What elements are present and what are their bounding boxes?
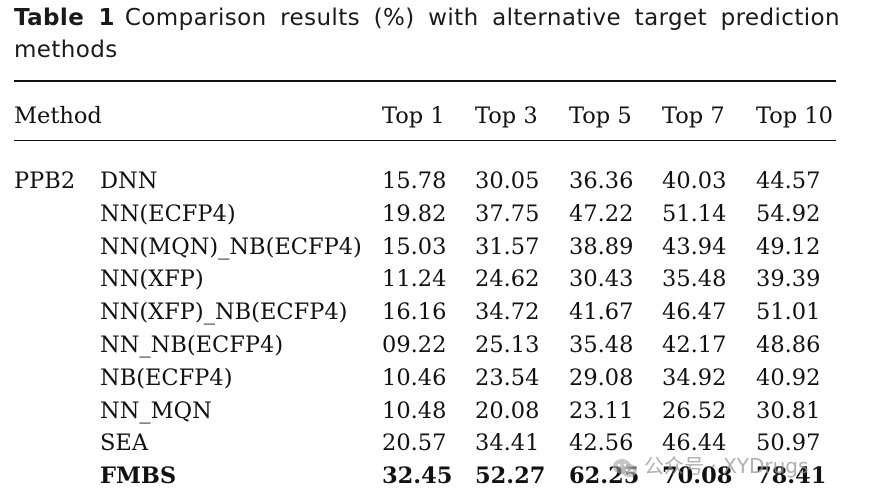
method-name: NN_MQN bbox=[100, 397, 212, 424]
cell-top5: 29.08 bbox=[569, 364, 634, 391]
method-name: FMBS bbox=[100, 463, 177, 490]
wechat-icon bbox=[613, 458, 637, 477]
method-name: SEA bbox=[100, 430, 149, 457]
method-name: NB(ECFP4) bbox=[100, 364, 233, 391]
method-name: NN(XFP) bbox=[100, 266, 204, 293]
table-title: Comparison results (%) with alternative … bbox=[14, 5, 840, 63]
cell-top3: 34.72 bbox=[475, 299, 540, 326]
cell-top3: 31.57 bbox=[475, 233, 540, 260]
watermark-text: 公众号 · XYDrugs bbox=[644, 454, 809, 478]
table-row: NN(ECFP4) 19.82 37.75 47.22 51.14 54.92 bbox=[0, 198, 870, 230]
cell-top1: 19.82 bbox=[382, 200, 447, 227]
cell-top7: 46.47 bbox=[662, 299, 727, 326]
cell-top1: 10.46 bbox=[382, 364, 447, 391]
cell-top1: 15.03 bbox=[382, 233, 447, 260]
group-label: PPB2 bbox=[14, 168, 76, 194]
header-method: Method bbox=[14, 103, 102, 129]
table-row: NN(MQN)_NB(ECFP4) 15.03 31.57 38.89 43.94 49.… bbox=[0, 231, 870, 263]
cell-top3: 34.41 bbox=[475, 430, 540, 457]
cell-top3: 52.27 bbox=[475, 463, 546, 490]
cell-top7: 43.94 bbox=[662, 233, 727, 260]
cell-top10: 50.97 bbox=[756, 430, 821, 457]
cell-top3: 37.75 bbox=[475, 200, 540, 227]
cell-top5: 38.89 bbox=[569, 233, 634, 260]
cell-top10: 48.86 bbox=[756, 332, 821, 358]
cell-top5: 35.48 bbox=[569, 332, 634, 358]
cell-top10: 51.01 bbox=[756, 299, 821, 326]
cell-top5: 36.36 bbox=[569, 168, 634, 194]
cell-top5: 41.67 bbox=[569, 299, 634, 326]
table-row: PPB2 DNN 15.78 30.05 36.36 40.03 44.57 bbox=[0, 165, 870, 197]
cell-top7: 46.44 bbox=[662, 430, 727, 457]
cell-top7: 70.08 bbox=[662, 463, 733, 490]
header-top7: Top 7 bbox=[662, 103, 725, 129]
cell-top1: 16.16 bbox=[382, 299, 447, 326]
cell-top7: 26.52 bbox=[662, 397, 727, 424]
cell-top3: 23.54 bbox=[475, 364, 540, 391]
cell-top10: 54.92 bbox=[756, 200, 821, 227]
cell-top10: 39.39 bbox=[756, 266, 821, 293]
cell-top5: 30.43 bbox=[569, 266, 634, 293]
table-row: NN_MQN 10.48 20.08 23.11 26.52 30.81 bbox=[0, 395, 870, 427]
method-name: NN(XFP)_NB(ECFP4) bbox=[100, 299, 348, 326]
table-row: FMBS 32.45 52.27 62.25 70.08 78.41 bbox=[0, 460, 870, 492]
cell-top3: 30.05 bbox=[475, 168, 540, 194]
top-rule bbox=[14, 80, 836, 82]
table-row: NN(XFP) 11.24 24.62 30.43 35.48 39.39 bbox=[0, 263, 870, 295]
cell-top1: 15.78 bbox=[382, 168, 447, 194]
table-row: NB(ECFP4) 10.46 23.54 29.08 34.92 40.92 bbox=[0, 362, 870, 394]
table-row: SEA 20.57 34.41 42.56 46.44 50.97 bbox=[0, 427, 870, 459]
method-name: DNN bbox=[100, 168, 158, 194]
cell-top10: 30.81 bbox=[756, 397, 821, 424]
cell-top10: 49.12 bbox=[756, 233, 821, 260]
cell-top5: 23.11 bbox=[569, 397, 634, 424]
header-row: Method Top 1 Top 3 Top 5 Top 7 Top 10 bbox=[0, 100, 870, 132]
cell-top5: 42.56 bbox=[569, 430, 634, 457]
cell-top1: 11.24 bbox=[382, 266, 447, 293]
header-top10: Top 10 bbox=[756, 103, 833, 129]
cell-top3: 25.13 bbox=[475, 332, 540, 358]
cell-top3: 20.08 bbox=[475, 397, 540, 424]
method-name: NN_NB(ECFP4) bbox=[100, 332, 284, 358]
table-label: Table 1 bbox=[14, 5, 115, 31]
cell-top1: 20.57 bbox=[382, 430, 447, 457]
table-row: NN(XFP)_NB(ECFP4) 16.16 34.72 41.67 46.47 51.… bbox=[0, 296, 870, 328]
cell-top7: 42.17 bbox=[662, 332, 727, 358]
cell-top10: 44.57 bbox=[756, 168, 821, 194]
table-caption: Table 1 Comparison results (%) with alter… bbox=[14, 2, 840, 66]
method-name: NN(MQN)_NB(ECFP4) bbox=[100, 233, 362, 260]
cell-top10: 78.41 bbox=[756, 463, 827, 490]
cell-top3: 24.62 bbox=[475, 266, 540, 293]
cell-top7: 40.03 bbox=[662, 168, 727, 194]
cell-top7: 34.92 bbox=[662, 364, 727, 391]
header-top5: Top 5 bbox=[569, 103, 632, 129]
header-top3: Top 3 bbox=[475, 103, 538, 129]
watermark: 公众号 · XYDrugs bbox=[612, 451, 808, 481]
cell-top1: 32.45 bbox=[382, 463, 453, 490]
cell-top1: 09.22 bbox=[382, 332, 447, 358]
cell-top1: 10.48 bbox=[382, 397, 447, 424]
cell-top5: 47.22 bbox=[569, 200, 634, 227]
header-top1: Top 1 bbox=[382, 103, 445, 129]
table-row: NN_NB(ECFP4) 09.22 25.13 35.48 42.17 48.86 bbox=[0, 329, 870, 361]
method-name: NN(ECFP4) bbox=[100, 200, 236, 227]
cell-top10: 40.92 bbox=[756, 364, 821, 391]
cell-top7: 51.14 bbox=[662, 200, 727, 227]
cell-top7: 35.48 bbox=[662, 266, 727, 293]
header-rule bbox=[14, 140, 836, 141]
